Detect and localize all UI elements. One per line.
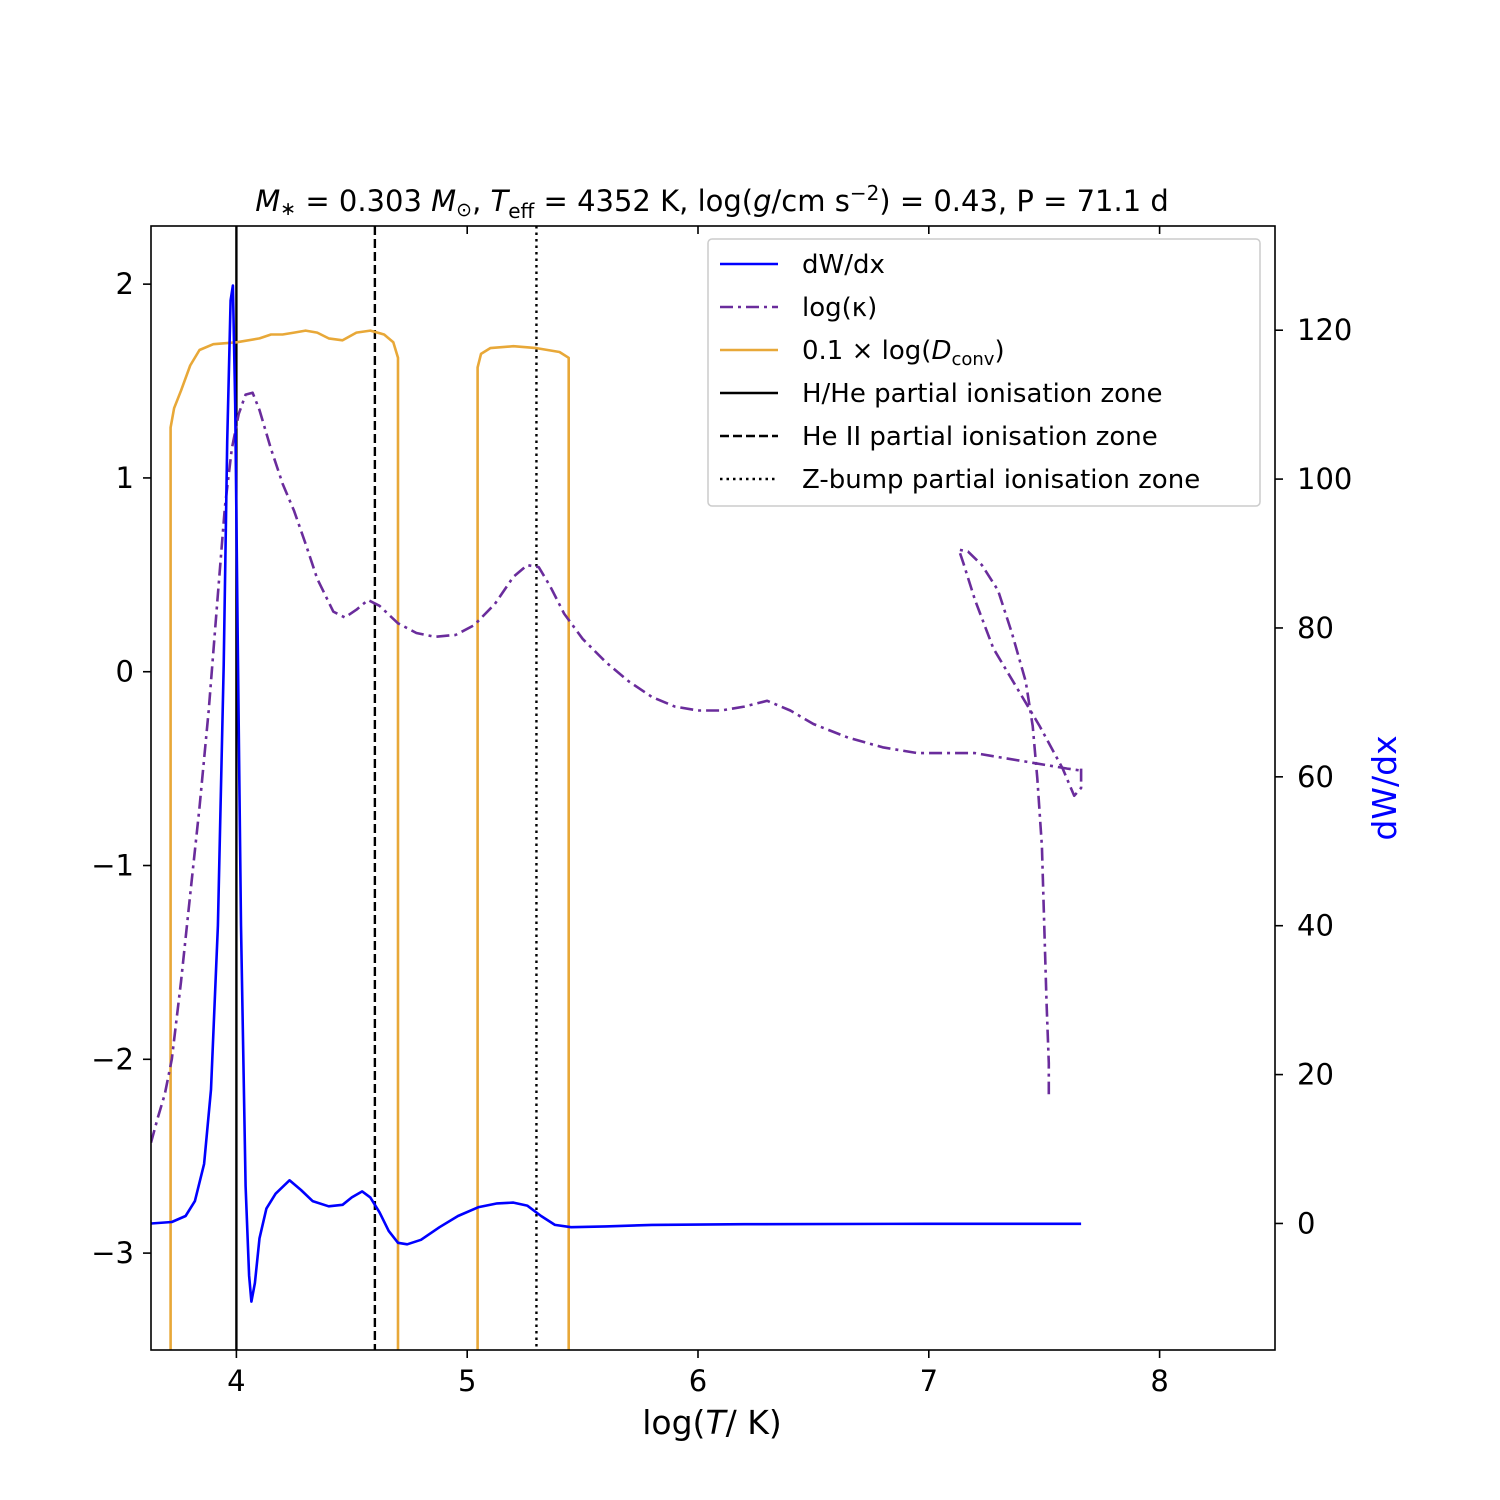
x-axis-top	[235, 226, 1161, 234]
plot-frame	[150, 225, 1276, 1351]
x-tick-label: 5	[458, 1364, 476, 1398]
series-line-dwdx-0	[151, 284, 1082, 1303]
y2-tick-label: 20	[1297, 1058, 1334, 1092]
x-tick-label: 4	[227, 1364, 245, 1398]
y-tick-label: −3	[91, 1236, 134, 1270]
legend-label: 0.1 × log(Dconv)	[802, 336, 1005, 370]
series-line-log-kappa-1	[957, 548, 1083, 1095]
plot-area	[151, 226, 1083, 1350]
x-tick-label: 8	[1150, 1364, 1168, 1398]
legend-box	[707, 238, 1261, 507]
series-line-dconv-1	[476, 344, 570, 1350]
y-tick-label: 1	[116, 461, 134, 495]
x-axis-label: log(T/ K)	[642, 1403, 781, 1442]
x-axis: 4 5 6 7 8	[227, 1350, 1169, 1398]
chart-title: M∗ = 0.303 M⊙, Teff = 4352 K, log(g/cm s…	[255, 181, 1169, 223]
legend-label: H/He partial ionisation zone	[802, 379, 1163, 409]
x-tick-label: 6	[689, 1364, 707, 1398]
y-tick-label: −1	[91, 849, 134, 883]
legend: dW/dx log(κ) 0.1 × log(Dconv) H/He partial …	[707, 238, 1261, 507]
y2-tick-label: 60	[1297, 760, 1334, 794]
y2-tick-label: 100	[1297, 462, 1352, 496]
y2-tick-label: 120	[1297, 313, 1352, 347]
series-line-dconv-0	[169, 329, 400, 1350]
legend-label: Z-bump partial ionisation zone	[802, 465, 1200, 495]
y-tick-label: 2	[116, 267, 134, 301]
legend-label: He II partial ionisation zone	[802, 422, 1158, 452]
y-axis-left: −3 −2 −1 0 1 2	[91, 267, 151, 1270]
legend-label: dW/dx	[802, 250, 885, 280]
y-axis-right: 0 20 40 60 80 100 120	[1275, 313, 1352, 1240]
x-tick-label: 7	[920, 1364, 938, 1398]
y2-tick-label: 80	[1297, 611, 1334, 645]
legend-label: log(κ)	[802, 293, 877, 323]
y2-tick-label: 40	[1297, 909, 1334, 943]
y-tick-label: −2	[91, 1042, 134, 1076]
y2-axis-label: dW/dx	[1365, 735, 1404, 840]
y2-tick-label: 0	[1297, 1206, 1315, 1240]
y-tick-label: 0	[116, 655, 134, 689]
